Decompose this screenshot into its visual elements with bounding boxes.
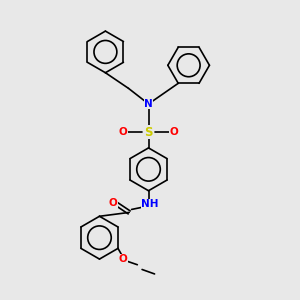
Text: O: O bbox=[109, 198, 118, 208]
Text: N: N bbox=[144, 99, 153, 109]
Text: O: O bbox=[119, 127, 128, 137]
Text: O: O bbox=[169, 127, 178, 137]
Text: NH: NH bbox=[141, 199, 159, 209]
Text: S: S bbox=[144, 126, 153, 139]
Text: O: O bbox=[119, 254, 128, 264]
